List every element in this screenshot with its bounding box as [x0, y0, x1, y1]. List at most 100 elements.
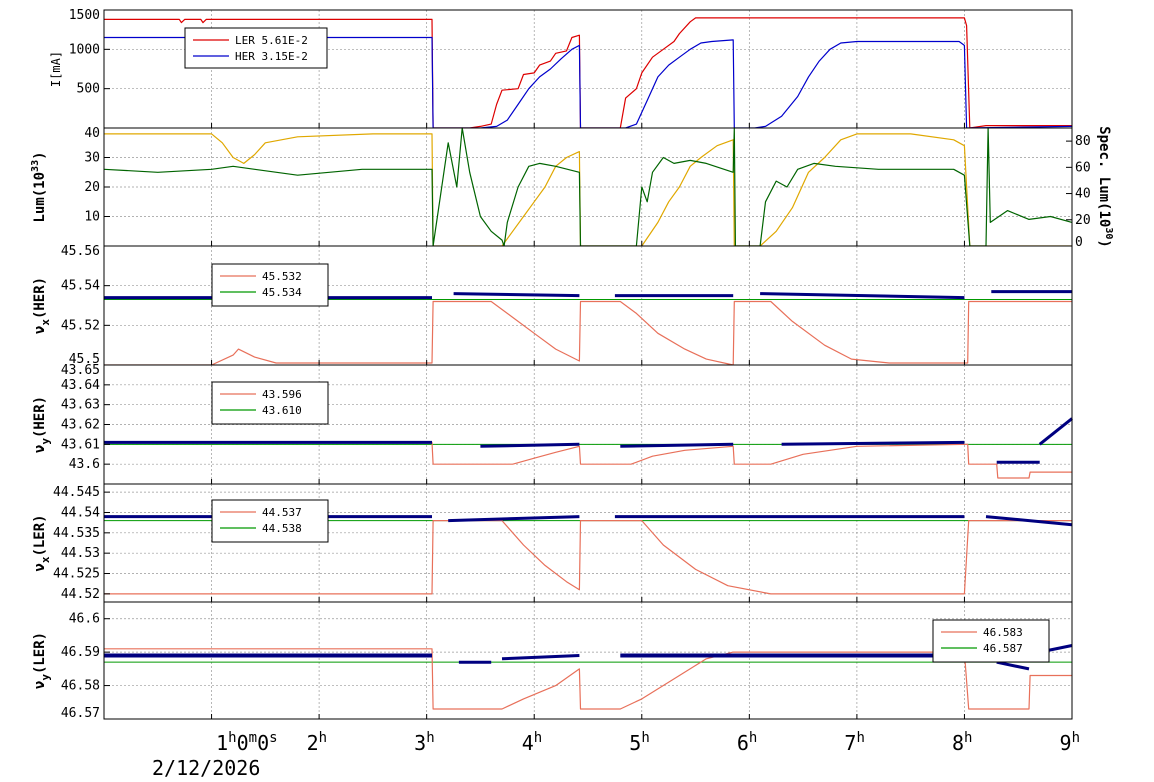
- x-tick-main: 5: [629, 731, 641, 755]
- x-tick-rest: 0: [237, 731, 249, 755]
- y-label-tail: ): [32, 151, 48, 159]
- y-axis-label: Lum(1033): [30, 151, 48, 222]
- y-tick-label: 10: [84, 210, 100, 225]
- x-axis: 1h0m0s 2h 3h 4h 5h 6h 7h 8h 9h2/12/2026: [152, 730, 1080, 780]
- x-tick-sup-h: h: [534, 730, 542, 746]
- x-tick-label: 9h: [1060, 730, 1080, 755]
- y2-tick-label: 0: [1075, 235, 1083, 250]
- y-label-main: ν: [32, 445, 48, 453]
- x-tick-label: 4h: [522, 730, 542, 755]
- series-line: [104, 17, 1072, 129]
- y-tick-label: 46.6: [69, 612, 100, 627]
- y-tick-label: 43.62: [61, 418, 100, 433]
- legend-box: [211, 499, 329, 543]
- x-tick-main: 7: [844, 731, 856, 755]
- legend-label: 45.534: [262, 286, 302, 299]
- legend-label: LER 5.61E-2: [235, 34, 308, 47]
- legend-label: 44.537: [262, 506, 302, 519]
- series-line: [453, 292, 580, 298]
- legend: 43.596 43.610: [211, 381, 329, 425]
- series-line: [760, 292, 965, 300]
- y-label-tail: (HER): [32, 396, 48, 438]
- x-tick-rest2: 0: [257, 731, 269, 755]
- x-tick-sup-s: s: [269, 730, 277, 746]
- y-tick-label: 43.65: [61, 363, 100, 378]
- series-line: [104, 36, 1073, 129]
- panel-background: [104, 602, 1072, 719]
- legend-box: [184, 27, 328, 69]
- y-tick-label: 44.525: [53, 567, 100, 582]
- x-tick-sup-m: m: [249, 730, 257, 746]
- y-tick-label: 46.57: [61, 706, 100, 721]
- series-line: [781, 440, 965, 446]
- y-tick-label: 43.61: [61, 437, 100, 452]
- y-tick-label: 44.53: [61, 546, 100, 561]
- y-tick-label: 43.6: [69, 457, 100, 472]
- x-tick-label: 6h: [737, 730, 757, 755]
- y-tick-label: 44.54: [61, 505, 100, 520]
- legend-label: 43.596: [262, 388, 302, 401]
- series-line: [448, 515, 580, 523]
- legend: LER 5.61E-2 HER 3.15E-2: [184, 27, 328, 69]
- legend-label: 46.587: [983, 642, 1023, 655]
- x-tick-label: 1h0m0s: [216, 730, 277, 755]
- y-axis-label: I[mA]: [49, 51, 63, 87]
- y-tick-label: 45.52: [61, 318, 100, 333]
- y2-axis-label: Spec. Lum(1030): [1096, 126, 1114, 248]
- y-tick-label: 30: [84, 151, 100, 166]
- y-tick-label: 1000: [69, 42, 100, 57]
- series-line: [620, 442, 734, 448]
- series-line: [996, 660, 1030, 671]
- panel-frame: [103, 601, 1073, 720]
- x-tick-sup-h: h: [749, 730, 757, 746]
- y-label-main: ν: [32, 326, 48, 334]
- y-tick-label: 43.64: [61, 378, 100, 393]
- y2-label-tail: ): [1096, 239, 1112, 247]
- legend-label: 46.583: [983, 626, 1023, 639]
- x-tick-main: 4: [522, 731, 534, 755]
- x-tick-sup-h: h: [1072, 730, 1080, 746]
- x-tick-main: 8: [952, 731, 964, 755]
- panel-nux_ler: 44.5244.52544.5344.53544.5444.545νx(LER)…: [32, 483, 1073, 603]
- x-tick-label: 2h: [307, 730, 327, 755]
- y2-label-main: Spec. Lum(10: [1096, 126, 1112, 227]
- x-tick-main: 9: [1060, 731, 1072, 755]
- y-label-sub: x: [39, 556, 52, 563]
- series-line: [103, 127, 1073, 247]
- y-tick-label: 40: [84, 126, 100, 141]
- legend-label: HER 3.15E-2: [235, 50, 308, 63]
- legend-box: [932, 619, 1050, 663]
- x-tick-main: 1: [216, 731, 228, 755]
- series-line: [104, 441, 1072, 479]
- x-tick-sup-h: h: [964, 730, 972, 746]
- y-tick-label: 45.56: [61, 244, 100, 259]
- y-tick-label: 44.535: [53, 526, 100, 541]
- legend-box: [211, 263, 329, 307]
- legend-label: 43.610: [262, 404, 302, 417]
- series-line: [1038, 417, 1073, 446]
- y2-tick-label: 60: [1075, 160, 1091, 175]
- x-tick-sup-h: h: [856, 730, 864, 746]
- y-label-tail: (LER): [32, 514, 48, 556]
- y-label-sub: y: [39, 674, 52, 681]
- y-label-sup: 33: [30, 160, 41, 172]
- y2-tick-label: 40: [1075, 187, 1091, 202]
- x-tick-label: 7h: [844, 730, 864, 755]
- y-tick-label: 45.54: [61, 279, 100, 294]
- y-axis-label: νx(LER): [32, 514, 52, 571]
- legend-label: 44.538: [262, 522, 302, 535]
- x-tick-main: 2: [307, 731, 319, 755]
- x-tick-sup-h: h: [319, 730, 327, 746]
- series-line: [501, 654, 580, 661]
- legend-label: 45.532: [262, 270, 302, 283]
- legend: 46.583 46.587: [932, 619, 1050, 663]
- panel-nuy_ler: 46.57 46.58 46.59 46.6 νy(LER) 46.583 46.587: [32, 601, 1073, 721]
- y-tick-label: 1500: [69, 8, 100, 23]
- y2-tick-label: 80: [1075, 134, 1091, 149]
- y-tick-label: 500: [77, 82, 100, 97]
- x-tick-sup-h: h: [641, 730, 649, 746]
- y-label-main: I[mA]: [49, 51, 63, 87]
- x-tick-sup-h: h: [228, 730, 236, 746]
